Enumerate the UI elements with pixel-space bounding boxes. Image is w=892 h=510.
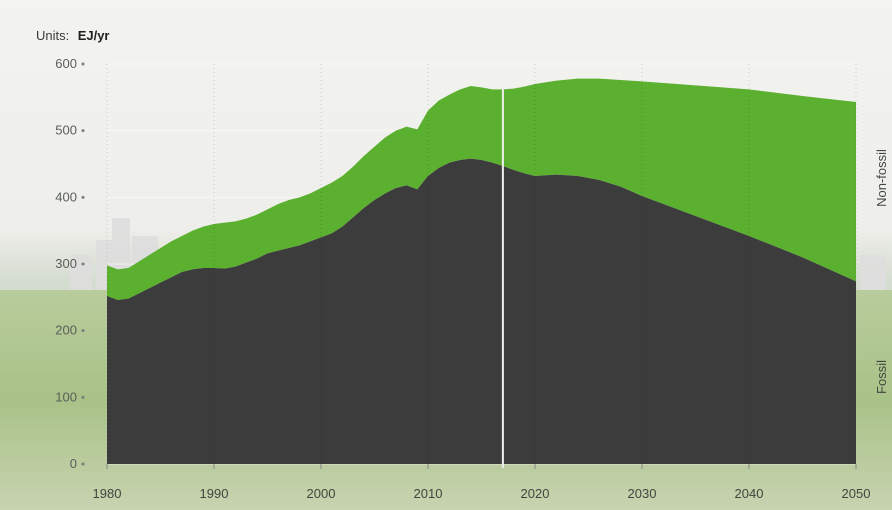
fossil-area xyxy=(107,158,856,464)
y-tick-dot xyxy=(81,62,85,66)
x-tick-label: 2020 xyxy=(521,486,550,501)
x-tick-label: 2000 xyxy=(307,486,336,501)
y-tick-dot xyxy=(81,262,85,266)
plot-areas xyxy=(106,64,857,464)
non-fossil-label: Non-fossil xyxy=(874,149,889,207)
x-axis: 1980 1990 2000 2010 2020 2030 2040 2050 xyxy=(93,464,871,501)
x-tick-label: 2050 xyxy=(842,486,871,501)
y-tick-label: 600 xyxy=(55,56,77,71)
x-tick-label: 2040 xyxy=(735,486,764,501)
x-tick-label: 1990 xyxy=(200,486,229,501)
y-axis: 0 100 200 300 400 500 600 xyxy=(55,56,85,471)
y-tick-label: 400 xyxy=(55,189,77,204)
y-tick-dot xyxy=(81,329,85,333)
x-tick-label: 1980 xyxy=(93,486,122,501)
y-tick-label: 0 xyxy=(70,456,77,471)
y-tick-dot xyxy=(81,195,85,199)
y-tick-dot xyxy=(81,462,85,466)
units-prefix: Units: xyxy=(36,28,69,43)
units-value: EJ/yr xyxy=(78,28,110,43)
fossil-label: Fossil xyxy=(874,360,889,394)
y-tick-dot xyxy=(81,129,85,133)
x-tick-label: 2030 xyxy=(628,486,657,501)
x-tick-label: 2010 xyxy=(414,486,443,501)
non-fossil-area xyxy=(107,78,856,301)
y-tick-label: 300 xyxy=(55,256,77,271)
y-tick-label: 100 xyxy=(55,389,77,404)
units-caption: Units: EJ/yr xyxy=(36,27,110,44)
y-tick-dot xyxy=(81,395,85,399)
y-tick-label: 500 xyxy=(55,123,77,138)
y-tick-label: 200 xyxy=(55,323,77,338)
